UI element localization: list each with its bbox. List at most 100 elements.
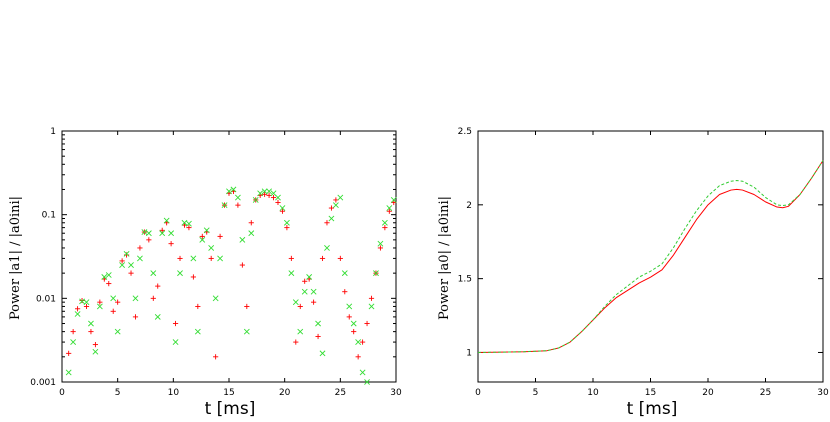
- left-chart: 0.001 0.01 0.1 1 0 5 10 15 20 25 30 t [ms] Power …: [8, 127, 402, 419]
- y-tick-label: 0.01: [36, 294, 56, 304]
- data-point: [239, 262, 245, 268]
- data-point: [239, 236, 246, 243]
- data-point: [159, 230, 166, 237]
- data-point: [390, 197, 397, 203]
- data-point: [262, 191, 268, 197]
- data-point: [355, 339, 362, 345]
- data-point: [190, 255, 197, 262]
- x-tick-label: 5: [533, 388, 539, 398]
- y-tick-label: 0.001: [30, 378, 56, 388]
- data-point: [163, 217, 170, 224]
- data-point: [212, 295, 219, 302]
- data-point: [391, 199, 397, 206]
- data-point: [159, 227, 165, 233]
- data-point: [66, 350, 72, 356]
- data-point: [150, 270, 157, 277]
- data-point: [119, 258, 125, 264]
- data-point: [110, 295, 117, 302]
- data-point: [128, 270, 134, 276]
- data-point: [79, 297, 85, 304]
- x-tick-label: 10: [168, 388, 180, 398]
- x-tick-label: 15: [645, 388, 656, 398]
- x-tick-label: 20: [702, 388, 714, 398]
- data-point: [208, 245, 215, 251]
- data-point: [172, 320, 179, 327]
- data-point: [315, 333, 321, 340]
- data-point: [203, 227, 210, 234]
- data-point: [181, 219, 188, 226]
- data-point: [377, 240, 384, 247]
- data-point: [324, 245, 330, 251]
- data-point: [194, 328, 201, 335]
- data-point: [297, 328, 304, 335]
- data-point: [261, 188, 268, 195]
- data-point: [355, 354, 361, 360]
- data-point: [155, 283, 161, 289]
- data-point: [114, 328, 121, 335]
- x-tick-label: 0: [59, 388, 65, 398]
- data-point: [279, 208, 286, 214]
- data-point: [199, 233, 205, 239]
- x-tick-label: 0: [475, 388, 481, 398]
- data-point: [97, 299, 103, 305]
- data-point: [177, 270, 183, 277]
- data-point: [386, 208, 392, 214]
- data-point: [83, 299, 90, 306]
- data-point: [150, 295, 156, 301]
- data-point: [346, 314, 352, 320]
- data-point: [115, 299, 121, 305]
- data-point: [168, 241, 174, 247]
- data-point: [292, 299, 299, 306]
- data-point: [328, 205, 335, 211]
- x-tick-label: 20: [279, 388, 291, 398]
- data-point: [137, 245, 143, 251]
- data-point: [226, 188, 232, 195]
- data-point: [386, 205, 393, 211]
- data-point: [301, 288, 308, 295]
- x-tick-label: 25: [335, 388, 346, 398]
- data-point: [106, 281, 112, 287]
- data-point: [217, 233, 223, 239]
- series-line: [477, 160, 824, 353]
- data-point: [208, 255, 214, 262]
- data-point: [364, 320, 370, 327]
- data-point: [137, 255, 143, 262]
- data-point: [382, 225, 388, 231]
- right-y-axis-label: Power |a0| / |a0ini|: [437, 196, 452, 320]
- data-point: [377, 245, 384, 251]
- data-point: [119, 262, 126, 268]
- x-tick-label: 25: [760, 388, 771, 398]
- data-point: [244, 303, 250, 310]
- data-point: [168, 230, 175, 237]
- data-point: [132, 295, 139, 302]
- data-point: [88, 320, 94, 327]
- data-point: [351, 329, 357, 335]
- data-point: [359, 369, 366, 376]
- data-point: [257, 190, 264, 197]
- data-point: [230, 186, 237, 193]
- data-point: [270, 190, 277, 197]
- data-point: [266, 192, 272, 198]
- data-point: [346, 303, 353, 310]
- data-point: [199, 236, 206, 243]
- data-point: [70, 329, 76, 335]
- right-x-axis-label: t [ms]: [627, 399, 678, 419]
- data-point: [186, 220, 192, 227]
- y-tick-label: 2: [466, 201, 472, 211]
- data-point: [288, 255, 294, 262]
- y-tick-label: 0.1: [42, 211, 56, 221]
- data-point: [221, 202, 228, 209]
- data-point: [319, 255, 326, 262]
- data-point: [186, 225, 192, 231]
- data-point: [132, 314, 139, 320]
- data-point: [145, 230, 152, 237]
- data-point: [324, 220, 330, 226]
- data-point: [332, 202, 339, 209]
- y-tick-label: 1: [466, 348, 472, 358]
- data-point: [105, 272, 112, 278]
- data-point: [110, 308, 116, 314]
- data-point: [319, 350, 326, 357]
- data-point: [235, 202, 241, 208]
- data-point: [310, 288, 317, 295]
